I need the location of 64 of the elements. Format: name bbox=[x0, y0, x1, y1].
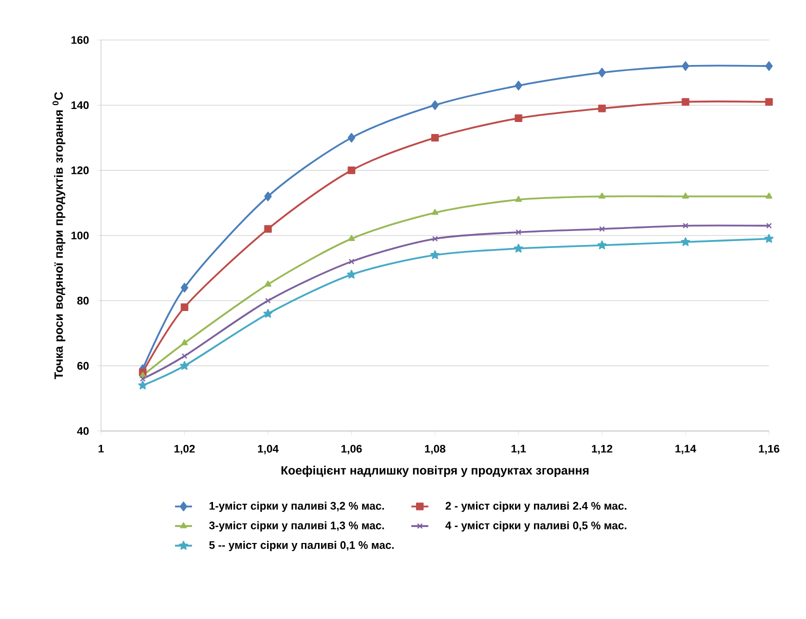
y-tick-label: 80 bbox=[77, 296, 89, 305]
x-tick-label: 1,16 bbox=[758, 444, 780, 454]
point bbox=[597, 240, 607, 250]
point bbox=[514, 244, 524, 253]
x-tick-label: 1,04 bbox=[258, 444, 279, 454]
x-tick-label: 1,14 bbox=[675, 444, 696, 454]
y-tick-label: 120 bbox=[71, 166, 89, 174]
y-tick-label: 40 bbox=[77, 427, 89, 435]
point bbox=[264, 192, 272, 202]
point bbox=[181, 339, 188, 346]
point bbox=[765, 61, 773, 71]
point bbox=[598, 104, 606, 112]
legend-label: 4 - уміст сірки у паливі 0,5 % мас. bbox=[445, 521, 626, 532]
x-tick-label: 1,1 bbox=[512, 444, 526, 454]
point bbox=[682, 192, 689, 199]
x-tick-label: 1 bbox=[98, 444, 104, 452]
point bbox=[430, 250, 440, 260]
point bbox=[348, 258, 354, 264]
point bbox=[348, 234, 355, 241]
point bbox=[516, 229, 522, 236]
point bbox=[764, 234, 774, 243]
point bbox=[682, 61, 690, 71]
point bbox=[182, 353, 188, 359]
point bbox=[264, 280, 272, 287]
point bbox=[348, 132, 356, 143]
point bbox=[264, 225, 272, 233]
point bbox=[263, 308, 273, 318]
point bbox=[598, 68, 606, 78]
x-tick-label: 1,06 bbox=[341, 444, 362, 454]
point bbox=[139, 372, 146, 378]
x-axis-title: Коефіцієнт надлишку повітря у продуктах згорання bbox=[282, 466, 588, 477]
legend-label: 1-уміст сірки у паливі 3,2 % мас. bbox=[210, 502, 384, 512]
point bbox=[514, 114, 522, 122]
x-tick-label: 1,12 bbox=[592, 444, 612, 454]
point bbox=[680, 237, 690, 246]
point bbox=[432, 236, 438, 242]
point bbox=[599, 226, 605, 232]
legend-label: 2 - уміст сірки у паливі 2.4 % мас. bbox=[446, 502, 626, 512]
point bbox=[180, 282, 188, 292]
point bbox=[431, 100, 439, 110]
point bbox=[514, 80, 522, 90]
point bbox=[765, 98, 773, 106]
point bbox=[348, 166, 356, 174]
legend-label: 3-уміст сірки у паливі 1,3 % мас. bbox=[209, 521, 384, 532]
point bbox=[346, 270, 356, 279]
y-tick-label: 100 bbox=[71, 232, 89, 240]
y-tick-label: 60 bbox=[77, 362, 89, 370]
x-tick-label: 1,02 bbox=[174, 444, 195, 454]
point bbox=[766, 192, 772, 199]
point bbox=[180, 303, 188, 311]
point bbox=[265, 298, 271, 304]
y-tick-label: 160 bbox=[71, 36, 89, 44]
point bbox=[515, 196, 522, 202]
point bbox=[180, 361, 190, 370]
point bbox=[682, 98, 690, 106]
x-tick-label: 1,08 bbox=[424, 444, 446, 454]
point bbox=[432, 208, 438, 215]
point bbox=[598, 192, 606, 199]
y-axis-title: Точка роси водяної пари продуктів згорання $^{0}$C bbox=[52, 92, 66, 380]
legend-label: 5 -- уміст сірки у паливі 0,1 % мас. bbox=[209, 540, 394, 552]
point bbox=[138, 380, 148, 390]
y-tick-label: 140 bbox=[71, 101, 89, 110]
point bbox=[682, 222, 688, 229]
point bbox=[431, 134, 439, 142]
